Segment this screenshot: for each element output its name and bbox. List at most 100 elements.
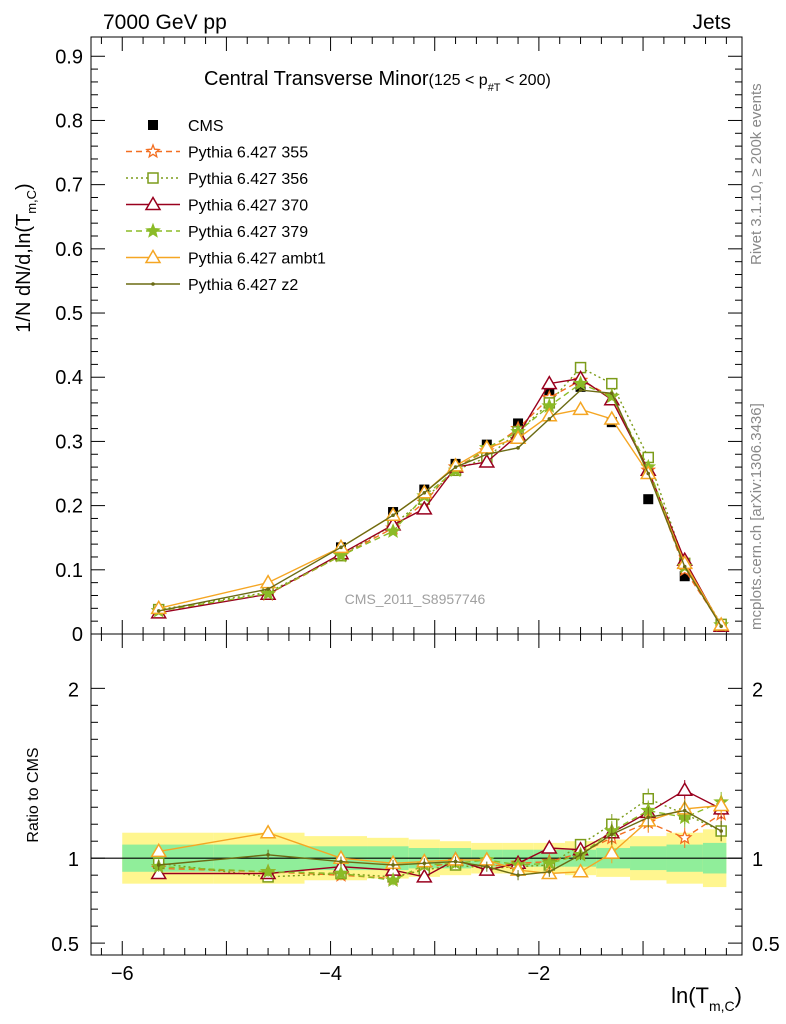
- main-point-z2-3: [391, 513, 395, 518]
- main-point-ambt1-13: [712, 616, 730, 631]
- legend-label-z2: Pythia 6.427 z2: [188, 277, 298, 294]
- main-point-ambt1-10: [603, 410, 621, 425]
- x-axis-label-close: ): [735, 983, 742, 1008]
- ratio-point-z2-8: [547, 869, 552, 874]
- legend: CMS Pythia 6.427 355 Pythia 6.427 356 Pythi…: [126, 118, 326, 294]
- ratio-point-z2-5: [453, 859, 458, 864]
- ratio-ytick-label-2: 2: [68, 679, 79, 701]
- ratio-point-z2-13: [719, 829, 723, 833]
- ratio-point-p379-1: [260, 863, 277, 879]
- ratio-y-ticks: 0.5 0.5 1 1 2 2: [51, 679, 780, 956]
- main-ytick-label-4: 0.4: [55, 367, 83, 389]
- legend-label-ambt1: Pythia 6.427 ambt1: [188, 251, 326, 268]
- main-point-z2-0: [156, 609, 161, 613]
- main-point-z2-4: [422, 490, 427, 495]
- main-point-z2-13: [719, 624, 723, 629]
- ratio-point-z2-6: [485, 864, 489, 869]
- main-point-z2-8: [547, 417, 552, 421]
- ratio-point-ambt1-10: [603, 844, 621, 859]
- main-point-p379-1: [260, 585, 277, 601]
- ratio-ytick-label-1: 1: [68, 849, 79, 871]
- y-axis-label-main: 1/N: [13, 302, 35, 333]
- legend-marker-p379: [145, 222, 161, 238]
- legend-label-p355: Pythia 6.427 355: [188, 145, 308, 162]
- ratio-line-p379: [158, 801, 722, 882]
- ratio-ytick-label-r-1: 1: [752, 849, 763, 871]
- x-axis-label-sub: m,C: [709, 998, 735, 1014]
- legend-label-p370: Pythia 6.427 370: [188, 198, 308, 215]
- ratio-point-z2-1: [266, 852, 270, 857]
- ratio-point-p379-3: [385, 872, 401, 887]
- main-point-ambt1-7: [509, 429, 527, 444]
- main-point-z2-5: [453, 465, 458, 469]
- legend-marker-p356: [147, 172, 159, 184]
- ratio-ytick-label-0: 0.5: [51, 934, 79, 956]
- plot-title-cut-sub: #T: [488, 82, 501, 94]
- ratio-ytick-label-r-2: 2: [752, 679, 763, 701]
- main-point-p356-10: [606, 377, 618, 390]
- ratio-point-p370-12: [676, 781, 694, 797]
- header-left: 7000 GeV pp: [103, 11, 227, 34]
- y-axis-label-main2: dN/d,ln(T: [13, 214, 35, 302]
- legend-marker-ambt1: [144, 249, 162, 264]
- main-point-p370-4: [416, 500, 433, 515]
- main-ytick-label-2: 0.2: [55, 496, 83, 518]
- ratio-point-ambt1-0: [150, 842, 168, 858]
- main-ytick-label-8: 0.8: [55, 110, 83, 132]
- main-line-z2: [158, 389, 722, 627]
- legend-marker-p355: [145, 143, 161, 159]
- x-tick-label-2: −2: [527, 963, 550, 985]
- main-point-z2-12: [682, 564, 687, 569]
- side-text-bottom: mcplots.cern.ch [arXiv:1306.3436]: [748, 403, 765, 630]
- ratio-point-p379-2: [333, 865, 349, 881]
- ratio-point-z2-11: [646, 815, 651, 820]
- watermark: CMS_2011_S8957746: [345, 591, 486, 607]
- plot-title: Central Transverse Minor(125 < p#T < 200…: [204, 68, 551, 94]
- main-point-p379-9: [572, 375, 589, 391]
- main-point-ambt1-9: [572, 400, 589, 416]
- main-point-cms-11: [643, 494, 654, 505]
- main-point-z2-6: [485, 452, 489, 457]
- main-point-z2-1: [266, 587, 270, 591]
- ratio-point-ambt1-1: [259, 824, 277, 839]
- ratio-point-z2-9: [578, 852, 583, 857]
- ratio-point-ambt1-9: [572, 863, 589, 878]
- main-ytick-label-5: 0.5: [55, 303, 83, 325]
- main-point-z2-9: [578, 388, 583, 392]
- main-point-p379-3: [385, 523, 401, 538]
- x-tick-label-0: −6: [111, 963, 134, 985]
- main-point-z2-2: [339, 545, 343, 550]
- main-point-ambt1-5: [447, 457, 464, 472]
- main-ytick-label-1: 0.1: [55, 560, 83, 582]
- main-point-z2-10: [610, 391, 614, 396]
- plot-title-main: Central Transverse Minor: [204, 68, 429, 90]
- main-ytick-label-7: 0.7: [55, 175, 83, 197]
- main-line-p356: [158, 366, 722, 625]
- x-axis-label-main: ln(T: [671, 983, 709, 1008]
- ratio-series-group: [150, 780, 730, 887]
- x-ticks: −6 −4 −2: [100, 37, 727, 985]
- ratio-ytick-label-r-0: 0.5: [752, 934, 780, 956]
- main-ytick-label-3: 0.3: [55, 431, 83, 453]
- ratio-point-z2-0: [156, 863, 161, 867]
- x-axis-label: ln(Tm,C): [671, 983, 742, 1014]
- main-y-ticks: 0 0.1 0.2 0.3 0.4 0.5 0.6 0.7 0.8 0.9: [55, 46, 742, 646]
- main-point-p379-2: [333, 547, 349, 563]
- plot-title-cut: (125 < p: [429, 72, 488, 89]
- ratio-point-z2-10: [610, 832, 614, 837]
- main-ytick-label-6: 0.6: [55, 239, 83, 261]
- y-axis-label-sub: m,C: [24, 190, 39, 214]
- legend-marker-cms: [148, 120, 158, 130]
- header-right: Jets: [692, 11, 731, 34]
- main-point-p379-10: [603, 388, 620, 404]
- main-ytick-label-0: 0: [72, 624, 83, 646]
- side-text-top: Rivet 3.1.10, ≥ 200k events: [748, 83, 765, 265]
- ratio-point-p370-4: [416, 868, 433, 883]
- ratio-plot-frame: [90, 633, 743, 956]
- legend-label-cms: CMS: [188, 118, 224, 135]
- main-line-p379: [158, 382, 722, 626]
- main-point-p370-8: [540, 375, 558, 390]
- main-point-z2-11: [646, 471, 651, 476]
- legend-marker-z2: [151, 282, 155, 286]
